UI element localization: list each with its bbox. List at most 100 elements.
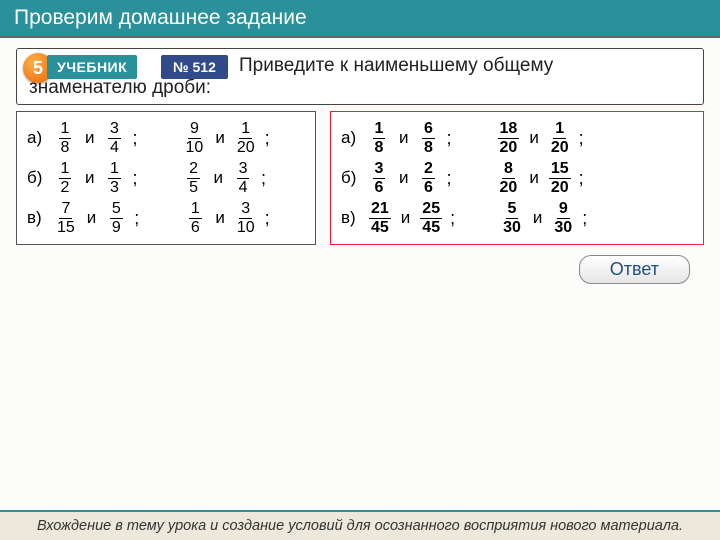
and-word: и (529, 128, 539, 148)
fraction: 3 10 (235, 201, 257, 236)
numerator: 18 (498, 121, 520, 139)
numerator: 9 (557, 201, 570, 219)
fraction: 1 6 (185, 201, 205, 236)
semicolon: ; (261, 168, 266, 189)
denominator: 20 (549, 139, 571, 156)
textbook-label: УЧЕБНИК (47, 55, 137, 79)
semicolon: ; (265, 128, 270, 149)
semicolon: ; (579, 128, 584, 149)
denominator: 20 (498, 139, 520, 156)
fraction: 5 30 (501, 201, 523, 236)
numerator: 5 (110, 201, 123, 219)
denominator: 8 (373, 139, 386, 156)
denominator: 6 (422, 179, 435, 196)
fraction: 2 5 (184, 161, 204, 196)
denominator: 45 (369, 219, 391, 236)
fraction: 9 10 (184, 121, 206, 156)
header-title: Проверим домашнее задание (14, 6, 307, 29)
and-word: и (85, 128, 95, 148)
denominator: 20 (498, 179, 520, 196)
semicolon: ; (450, 208, 455, 229)
semicolon: ; (133, 168, 138, 189)
and-word: и (85, 168, 95, 188)
denominator: 20 (549, 179, 571, 196)
numerator: 2 (422, 161, 435, 179)
task-text-2: знаменателю дроби: (23, 77, 697, 99)
numerator: 5 (506, 201, 519, 219)
numerator: 2 (187, 161, 200, 179)
fraction: 1 2 (55, 161, 75, 196)
pair-2: 2 5 и 3 4 ; (184, 161, 267, 196)
fraction: 3 4 (233, 161, 253, 196)
numerator: 1 (553, 121, 566, 139)
and-word: и (399, 168, 409, 188)
fraction: 7 15 (55, 201, 77, 236)
denominator: 30 (501, 219, 523, 236)
problem-row: в) 21 45 и 25 45 ; 5 30 и 9 30 ; (341, 198, 693, 238)
semicolon: ; (447, 128, 452, 149)
and-word: и (214, 168, 224, 188)
denominator: 30 (552, 219, 574, 236)
numerator: 3 (373, 161, 386, 179)
fraction: 18 20 (498, 121, 520, 156)
numerator: 1 (59, 121, 72, 139)
fraction: 2 6 (419, 161, 439, 196)
row-label: в) (341, 208, 363, 228)
fraction: 9 30 (552, 201, 574, 236)
numerator: 1 (239, 121, 252, 139)
pair-2: 18 20 и 1 20 ; (498, 121, 584, 156)
numerator: 1 (373, 121, 386, 139)
numerator: 8 (502, 161, 515, 179)
row-label: б) (341, 168, 363, 188)
denominator: 6 (373, 179, 386, 196)
pair-2: 8 20 и 15 20 ; (498, 161, 584, 196)
fraction: 1 8 (55, 121, 75, 156)
semicolon: ; (447, 168, 452, 189)
denominator: 9 (110, 219, 123, 236)
and-word: и (399, 128, 409, 148)
header-bar: Проверим домашнее задание (0, 0, 720, 38)
answer-panel: а) 1 8 и 6 8 ; 18 20 и 1 20 ; б) 3 6 и (330, 111, 704, 245)
denominator: 2 (59, 179, 72, 196)
numerator: 1 (189, 201, 202, 219)
task-bar: 5 УЧЕБНИК № 512 Приведите к наименьшему … (16, 48, 704, 105)
numerator: 21 (369, 201, 391, 219)
pair-2: 1 6 и 3 10 ; (185, 201, 269, 236)
row-label: в) (27, 208, 49, 228)
numerator: 7 (59, 201, 72, 219)
numerator: 3 (239, 201, 252, 219)
answer-button[interactable]: Ответ (579, 255, 690, 284)
numerator: 3 (237, 161, 250, 179)
task-number: № 512 (161, 55, 228, 79)
and-word: и (533, 208, 543, 228)
row-label: б) (27, 168, 49, 188)
semicolon: ; (134, 208, 139, 229)
numerator: 9 (188, 121, 201, 139)
fraction: 6 8 (419, 121, 439, 156)
fraction: 1 20 (235, 121, 257, 156)
fraction: 3 6 (369, 161, 389, 196)
fraction: 15 20 (549, 161, 571, 196)
numerator: 1 (59, 161, 72, 179)
and-word: и (215, 128, 225, 148)
answer-wrap: Ответ (0, 255, 690, 284)
problem-panel: а) 1 8 и 3 4 ; 9 10 и 1 20 ; б) 1 2 и (16, 111, 316, 245)
denominator: 3 (108, 179, 121, 196)
and-word: и (215, 208, 225, 228)
footer-text: Вхождение в тему урока и создание услови… (37, 518, 683, 534)
fraction: 1 3 (105, 161, 125, 196)
denominator: 45 (420, 219, 442, 236)
fraction: 5 9 (106, 201, 126, 236)
semicolon: ; (579, 168, 584, 189)
problem-row: а) 1 8 и 6 8 ; 18 20 и 1 20 ; (341, 118, 693, 158)
semicolon: ; (265, 208, 270, 229)
and-word: и (87, 208, 97, 228)
pair-2: 9 10 и 1 20 ; (184, 121, 270, 156)
fraction: 1 8 (369, 121, 389, 156)
fraction: 3 4 (105, 121, 125, 156)
denominator: 10 (235, 219, 257, 236)
problem-row: в) 7 15 и 5 9 ; 1 6 и 3 10 ; (27, 198, 305, 238)
semicolon: ; (133, 128, 138, 149)
denominator: 5 (187, 179, 200, 196)
denominator: 15 (55, 219, 77, 236)
